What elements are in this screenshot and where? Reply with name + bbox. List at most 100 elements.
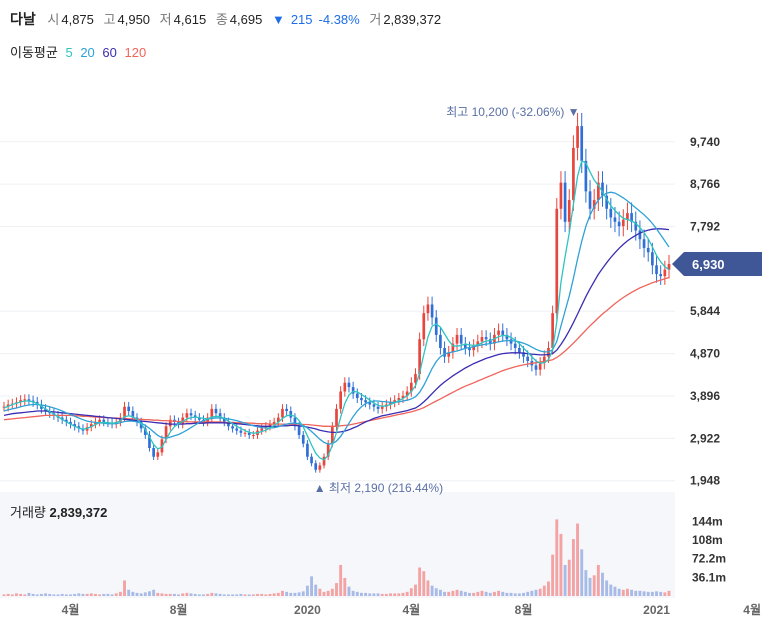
volume-bar	[376, 593, 380, 596]
volume-bar	[642, 591, 646, 596]
candle-body	[634, 221, 638, 231]
volume-bar	[414, 584, 417, 596]
volume-bar	[551, 554, 555, 596]
volume-bar	[139, 593, 143, 596]
candle-body	[497, 330, 500, 335]
candle-body	[326, 443, 330, 457]
candle-body	[642, 239, 646, 248]
volume-bar	[343, 577, 347, 596]
volume-bar	[189, 593, 193, 596]
volume-bar	[393, 593, 397, 596]
volume-bar	[123, 580, 126, 596]
volume-bar	[472, 592, 476, 596]
volume-bar	[73, 593, 77, 596]
volume-bar	[638, 590, 642, 596]
candle-body	[222, 417, 226, 422]
volume-bar	[513, 593, 517, 596]
volume-bar	[443, 591, 447, 596]
candle-body	[414, 374, 417, 383]
x-tick-label: 8월	[515, 602, 533, 617]
current-price-label: 6,930	[692, 257, 725, 272]
volume-bar	[567, 559, 571, 596]
volume-bar	[293, 592, 297, 596]
candle-body	[322, 456, 326, 466]
x-tick-label: 2020	[294, 603, 321, 617]
volume-bar	[492, 591, 496, 596]
candle-body	[397, 397, 401, 401]
candle-body	[301, 434, 305, 444]
volume-bar	[202, 594, 205, 596]
candle-body	[542, 356, 546, 364]
candle-body	[626, 213, 629, 220]
volume-bar	[580, 549, 584, 596]
x-tick-label: 8월	[170, 602, 188, 617]
candle-body	[459, 334, 463, 344]
volume-bar	[69, 594, 72, 596]
y-tick-label: 1,948	[690, 474, 720, 488]
volume-tick-label: 36.1m	[692, 570, 726, 584]
volume-bar	[596, 564, 600, 596]
candle-body	[484, 337, 488, 340]
ma60-legend: 60	[102, 45, 117, 60]
volume-bar	[630, 589, 634, 596]
candle-body	[567, 200, 571, 222]
candle-body	[588, 191, 592, 209]
volume-bar	[322, 591, 326, 596]
volume-bar	[60, 593, 64, 596]
candle-body	[630, 213, 633, 222]
candle-body	[476, 341, 480, 346]
volume-bar	[35, 594, 39, 596]
x-tick-label: 4월	[402, 602, 420, 617]
volume-bar	[135, 592, 139, 596]
volume-bar	[468, 592, 471, 596]
candle-body	[621, 219, 625, 227]
volume-bar	[584, 570, 588, 596]
volume-bar	[64, 594, 68, 596]
volume-bar	[289, 592, 293, 596]
candle-body	[455, 334, 459, 344]
candle-body	[285, 408, 288, 412]
y-tick-label: 4,870	[690, 347, 720, 361]
moving-average-label: 이동평균	[10, 45, 58, 60]
ma120-legend: 120	[124, 45, 147, 60]
volume-bar	[625, 588, 629, 596]
volume-bar	[459, 590, 463, 596]
volume-bar	[264, 594, 268, 596]
min-price-label: ▲ 최저 2,190 (216.44%)	[314, 481, 443, 495]
candle-body	[227, 421, 230, 427]
candle-body	[401, 395, 405, 398]
volume-bar	[10, 594, 14, 596]
volume-bar	[389, 593, 392, 596]
change-value: 215	[290, 12, 313, 27]
stock-name: 다날	[10, 11, 36, 27]
volume-bar	[297, 592, 301, 596]
candle-body	[260, 428, 264, 431]
candle-body	[293, 417, 297, 427]
volume-bar	[401, 592, 405, 596]
volume-bar	[372, 593, 376, 596]
candle-body	[2, 406, 6, 408]
candle-body	[98, 419, 101, 422]
moving-average-legend[interactable]: 이동평균 5 20 60 120	[10, 42, 150, 61]
volume-bar	[156, 592, 160, 596]
candle-body	[164, 426, 168, 440]
volume-bar	[193, 593, 197, 596]
candle-body	[655, 265, 658, 275]
close-value: 4,695	[229, 12, 263, 27]
volume-bar	[98, 594, 102, 596]
volume-bar	[197, 594, 201, 596]
volume-tick-label: 144m	[692, 514, 723, 528]
candle-body	[393, 400, 397, 403]
volume-bar	[447, 591, 451, 596]
low-value: 4,615	[173, 12, 207, 27]
volume-bar	[601, 572, 604, 596]
volume-bar	[106, 593, 110, 596]
y-tick-label: 9,740	[690, 135, 720, 149]
volume-bar	[530, 590, 534, 596]
volume-bar	[2, 594, 6, 596]
volume-bar	[164, 593, 168, 596]
candle-body	[518, 347, 521, 353]
volume-bar	[268, 593, 272, 596]
candle-body	[27, 399, 31, 401]
